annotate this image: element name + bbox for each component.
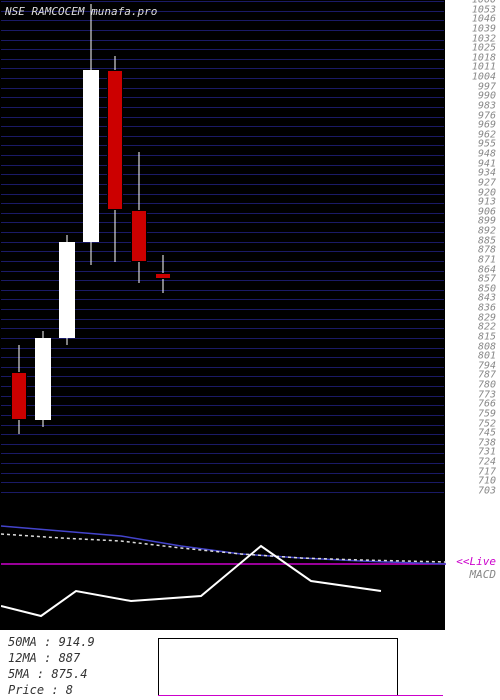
macd-label: MACD — [470, 568, 497, 581]
gridline — [1, 107, 444, 108]
gridline — [1, 88, 444, 89]
price-label: Price : — [8, 683, 66, 697]
gridline — [1, 117, 444, 118]
ma12-label: 12MA : — [8, 651, 59, 665]
ma50-label: 50MA : — [8, 635, 59, 649]
gridline — [1, 155, 444, 156]
indicator-line — [1, 526, 446, 564]
gridline — [1, 367, 444, 368]
bottom-rect-line — [158, 695, 443, 696]
live-label: <<Live — [456, 555, 496, 568]
gridline — [1, 463, 444, 464]
gridline — [1, 40, 444, 41]
gridline — [1, 434, 444, 435]
chart-title: NSE RAMCOCEM munafa.pro — [5, 5, 157, 18]
gridline — [1, 492, 444, 493]
gridline — [1, 165, 444, 166]
ma5-value: 875.4 — [51, 667, 87, 681]
candle-body — [107, 70, 123, 210]
candle-body — [59, 242, 75, 338]
gridline — [1, 415, 444, 416]
gridline — [1, 59, 444, 60]
gridline — [1, 482, 444, 483]
gridline — [1, 357, 444, 358]
indicator-line — [1, 546, 381, 616]
gridline — [1, 396, 444, 397]
gridline — [1, 213, 444, 214]
candlestick-chart: NSE RAMCOCEM munafa.pro — [0, 0, 445, 495]
price-value: 8 — [66, 683, 73, 697]
ma12-value: 887 — [59, 651, 81, 665]
bottom-rect — [158, 638, 398, 696]
candle-body — [131, 210, 147, 262]
candle-body — [11, 372, 27, 420]
gridline — [1, 184, 444, 185]
gridline — [1, 126, 444, 127]
gridline — [1, 222, 444, 223]
gridline — [1, 30, 444, 31]
gridline — [1, 453, 444, 454]
gridline — [1, 174, 444, 175]
gridline — [1, 405, 444, 406]
indicator-line — [1, 534, 446, 562]
ma50-value: 914.9 — [59, 635, 95, 649]
gridline — [1, 1, 444, 2]
gridline — [1, 425, 444, 426]
info-box: 50MA : 914.9 12MA : 887 5MA : 875.4 Pric… — [0, 630, 500, 700]
candle-body — [155, 273, 171, 279]
gridline — [1, 444, 444, 445]
gridline — [1, 68, 444, 69]
gridline — [1, 232, 444, 233]
chart-container: NSE RAMCOCEM munafa.pro 1060105310461039… — [0, 0, 500, 700]
candle-body — [83, 70, 99, 242]
gridline — [1, 473, 444, 474]
candle-body — [35, 338, 51, 421]
gridline — [1, 194, 444, 195]
y-axis: 1060105310461039103210251018101110049979… — [445, 0, 500, 495]
gridline — [1, 78, 444, 79]
gridline — [1, 376, 444, 377]
gridline — [1, 145, 444, 146]
gridline — [1, 348, 444, 349]
gridline — [1, 49, 444, 50]
gridline — [1, 203, 444, 204]
macd-indicator-panel — [0, 495, 445, 630]
gridline — [1, 386, 444, 387]
gridline — [1, 136, 444, 137]
gridline — [1, 97, 444, 98]
y-tick-label: 703 — [478, 485, 496, 496]
ma5-label: 5MA : — [8, 667, 51, 681]
gridline — [1, 20, 444, 21]
